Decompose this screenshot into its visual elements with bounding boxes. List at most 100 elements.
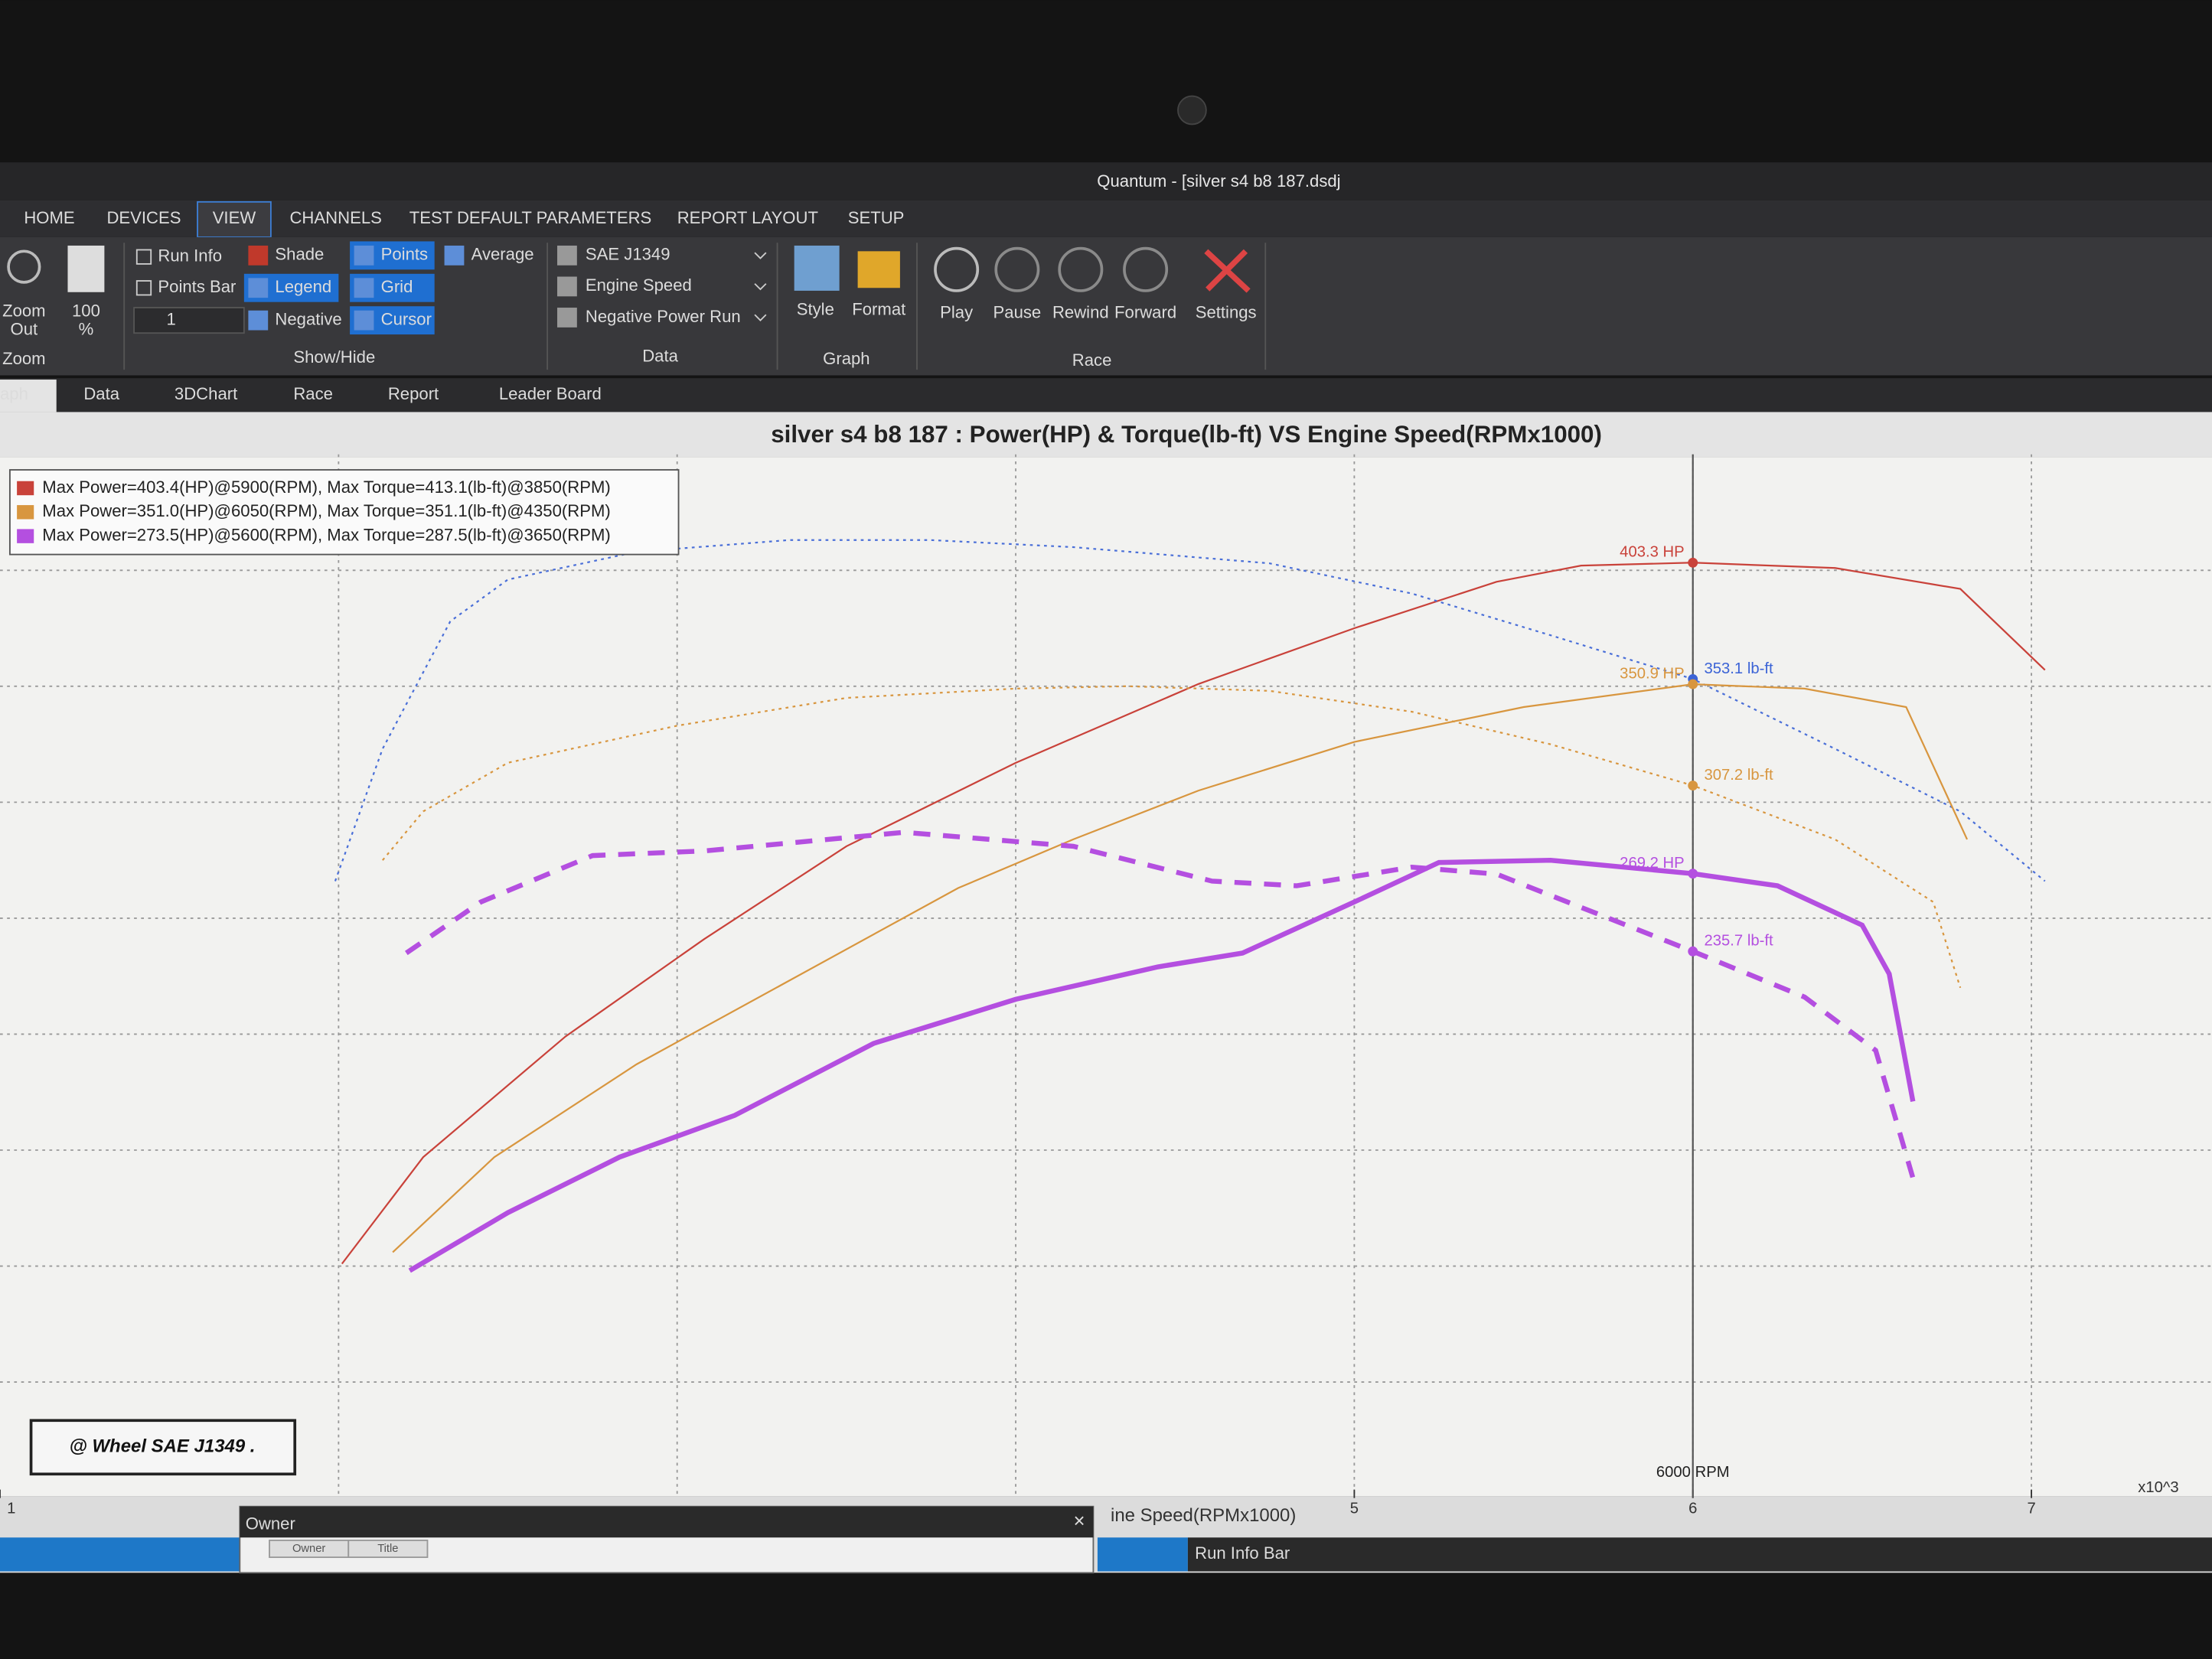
ribbon-button-label[interactable]: Settings: [1196, 302, 1257, 321]
cursor-value-label: 403.3 HP: [1620, 544, 1685, 561]
sub-tab[interactable]: Race: [293, 384, 333, 403]
cursor-label: 6000 RPM: [1656, 1464, 1730, 1481]
settings-icon: [1204, 249, 1251, 293]
style-icon: [794, 245, 840, 291]
menu-tab[interactable]: REPORT LAYOUT: [677, 208, 818, 227]
race-button-label: Play: [940, 302, 974, 321]
checkbox[interactable]: [135, 280, 152, 296]
chart-title: silver s4 b8 187 : Power(HP) & Torque(lb…: [771, 421, 1602, 448]
x-tick-label: 6: [1688, 1501, 1697, 1517]
series-line: [341, 562, 2046, 1265]
dropdown-arrow: [754, 283, 767, 291]
run-info-label: Run Info Bar: [1195, 1543, 1290, 1563]
series-line: [408, 857, 1916, 1273]
cursor-value-label: 307.2 lb-ft: [1704, 767, 1773, 784]
footer-badge: @ Wheel SAE J1349 .: [69, 1436, 255, 1457]
cursor-value-label: 235.7 lb-ft: [1704, 933, 1773, 950]
toggle-icon: [354, 245, 374, 266]
toggle-label[interactable]: Cursor: [381, 309, 432, 328]
group-label: Race: [1072, 350, 1112, 370]
page-icon: [67, 245, 105, 292]
dropdown-icon: [557, 276, 577, 297]
cursor-point: [1688, 946, 1698, 957]
legend-entry: Max Power=273.5(HP)@5600(RPM), Max Torqu…: [42, 525, 610, 544]
toggle-label[interactable]: Legend: [275, 277, 331, 296]
sub-tab-bar: [0, 378, 2212, 412]
legend-entry: Max Power=351.0(HP)@6050(RPM), Max Torqu…: [42, 501, 610, 520]
menu-tab[interactable]: CHANNELS: [289, 208, 381, 227]
menu-tab[interactable]: VIEW: [213, 208, 256, 227]
cursor-value-label: 353.1 lb-ft: [1704, 660, 1773, 677]
menu-tab[interactable]: TEST DEFAULT PARAMETERS: [409, 208, 652, 227]
ribbon-button-label[interactable]: Zoom: [2, 301, 46, 320]
toggle-label[interactable]: Negative: [275, 309, 341, 328]
race-button-label: Rewind: [1052, 302, 1109, 321]
toggle-label[interactable]: Shade: [275, 245, 324, 264]
dropdown-arrow: [754, 252, 767, 259]
ribbon-button-label[interactable]: Style: [797, 300, 834, 319]
close-button[interactable]: ×: [1073, 1511, 1085, 1532]
sub-tab[interactable]: Leader Board: [499, 384, 602, 403]
x-multiplier: x10^3: [2138, 1479, 2178, 1496]
sub-tab[interactable]: aph: [0, 384, 28, 403]
menu-tab[interactable]: HOME: [24, 208, 74, 227]
legend-swatch: [17, 481, 34, 496]
column-header-label: Title: [377, 1543, 398, 1555]
toggle-icon: [248, 310, 269, 331]
menu-tab-active: [197, 200, 272, 238]
combo[interactable]: [133, 307, 245, 334]
dropdown-label[interactable]: Engine Speed: [586, 275, 692, 295]
owner-title: Owner: [246, 1514, 295, 1533]
x-tick-label: 7: [2027, 1501, 2035, 1517]
race-button[interactable]: [1058, 246, 1104, 292]
owner-header: [240, 1506, 1094, 1538]
series-line: [382, 685, 1962, 989]
x-axis-label: ine Speed(RPMx1000): [1111, 1505, 1296, 1526]
menu-tab[interactable]: SETUP: [848, 208, 905, 227]
race-button[interactable]: [934, 246, 980, 292]
group-label: Show/Hide: [293, 347, 375, 367]
menu-bar: [0, 200, 2212, 237]
cursor-point: [1688, 557, 1698, 568]
sub-tab[interactable]: Report: [388, 384, 439, 403]
cursor-value-label: 350.9 HP: [1620, 666, 1685, 683]
checkbox-label: Points Bar: [158, 277, 236, 296]
badge-box: [29, 1419, 297, 1476]
toggle-label[interactable]: Points: [381, 245, 428, 264]
sub-tab-active[interactable]: [0, 380, 57, 412]
run-info-tab: [1097, 1537, 1188, 1572]
dropdown-label[interactable]: Negative Power Run: [586, 307, 741, 326]
x-tick-label: 5: [1350, 1501, 1359, 1517]
group-label: Zoom: [2, 349, 46, 368]
ribbon-button-label[interactable]: %: [79, 319, 94, 338]
series-line: [392, 683, 1969, 1253]
group-label: Data: [642, 346, 678, 365]
race-button[interactable]: [994, 246, 1040, 292]
format-icon: [857, 251, 900, 288]
status-strip: [0, 1537, 240, 1572]
dropdown-arrow: [754, 314, 767, 321]
race-button-label: Forward: [1114, 302, 1176, 321]
ui: HOME DEVICES VIEW CHANNELS TEST DEFAULT PARA…: [0, 208, 2212, 1574]
toggle-label[interactable]: Average: [471, 245, 534, 264]
ribbon-button-label[interactable]: Out: [11, 319, 38, 338]
toggle-icon: [354, 310, 374, 331]
ribbon-button-label[interactable]: 100: [72, 301, 100, 320]
chart-title-band: [0, 412, 2212, 458]
toggle-label[interactable]: Grid: [381, 277, 413, 296]
checkbox[interactable]: [135, 249, 152, 265]
race-button[interactable]: [1123, 246, 1169, 292]
toggle-icon: [248, 278, 269, 298]
series-line: [404, 830, 1916, 1179]
dropdown-label[interactable]: SAE J1349: [586, 245, 670, 264]
legend-box: [8, 469, 680, 556]
ribbon-button-label[interactable]: Format: [852, 300, 905, 319]
sub-tab[interactable]: Data: [83, 384, 119, 403]
combo-value: 1: [166, 309, 175, 328]
title-bar: [0, 162, 2212, 200]
race-button-label: Pause: [993, 302, 1042, 321]
cursor-point: [1688, 679, 1698, 689]
sub-tab[interactable]: 3DChart: [175, 384, 237, 403]
menu-tab[interactable]: DEVICES: [106, 208, 181, 227]
